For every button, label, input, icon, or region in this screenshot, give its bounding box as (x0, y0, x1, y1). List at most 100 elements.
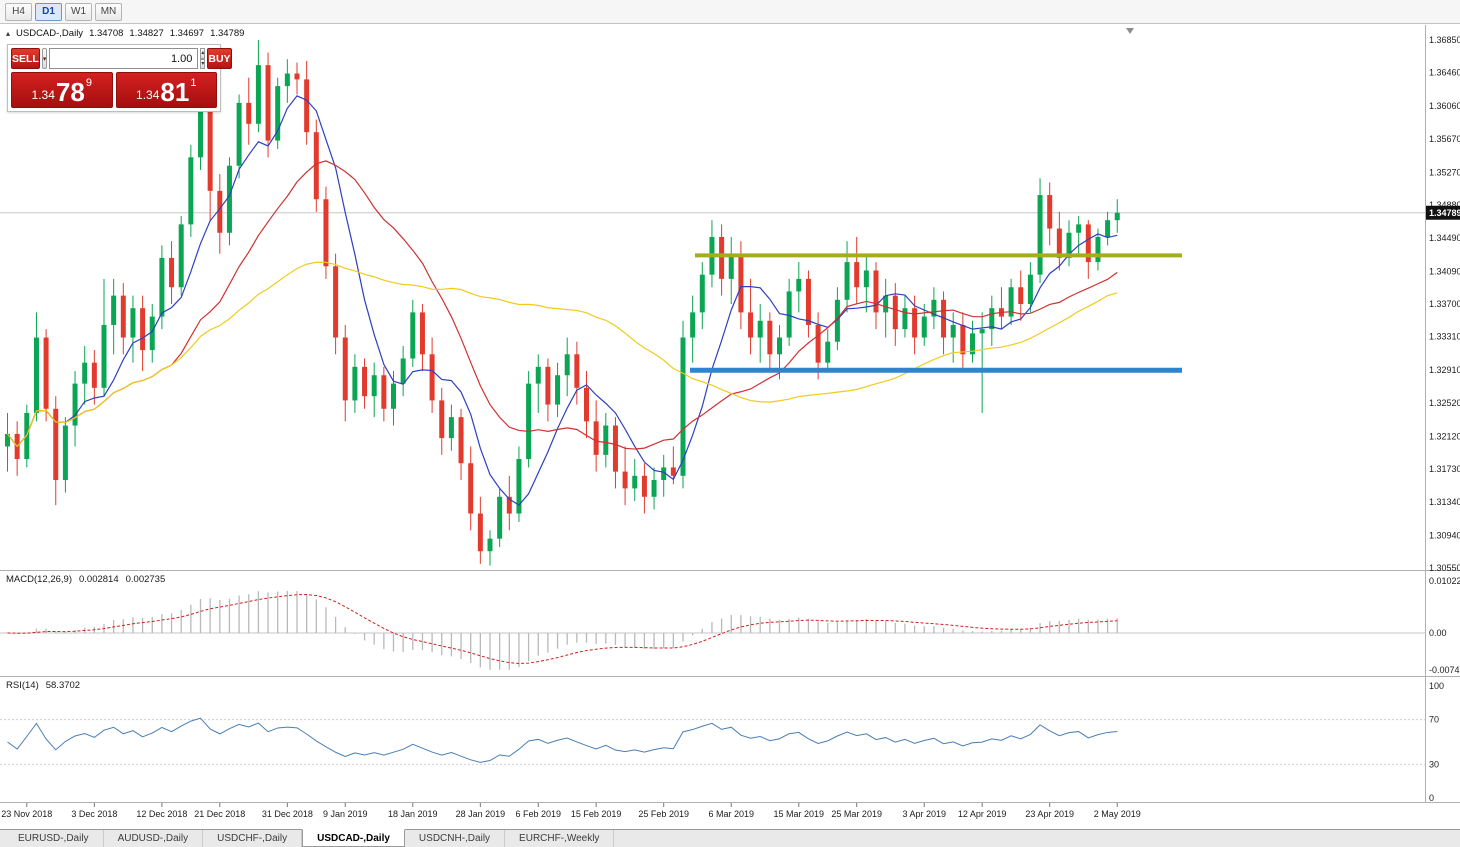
rsi-label: RSI(14) 58.3702 (6, 680, 80, 691)
candle-body (439, 400, 445, 439)
candle-body (641, 475, 647, 497)
macd-axis-label: -0.00747 (1429, 665, 1460, 675)
candle-body (815, 324, 821, 363)
date-label: 18 Jan 2019 (388, 809, 438, 819)
price-tick-label: 1.33310 (1429, 332, 1460, 342)
candle-body (584, 387, 589, 422)
one-click-collapse-icon[interactable]: ▴ (6, 29, 11, 38)
macd-axis[interactable]: 0.010229 0.00 -0.00747 (1429, 576, 1460, 675)
ma-7-line[interactable] (7, 95, 1118, 506)
candle-body (468, 463, 474, 514)
rsi-axis-label: 70 (1429, 715, 1439, 725)
candle-body (728, 253, 734, 279)
candle-body (854, 262, 860, 288)
volume-input[interactable] (49, 48, 199, 69)
sell-price-pips: 78 (55, 77, 85, 107)
price-tick-label: 1.36060 (1429, 101, 1460, 111)
candle-body (149, 316, 155, 351)
tab-usdchf-daily[interactable]: USDCHF-,Daily (203, 830, 303, 847)
volume-dropdown-button[interactable]: ▾ (41, 48, 48, 69)
open-value: 1.34708 (89, 28, 124, 39)
one-click-prices-row: 1.34 78 9 1.34 81 1 (11, 72, 217, 108)
buy-price-display[interactable]: 1.34 81 1 (115, 72, 217, 108)
candle-body (555, 375, 561, 405)
candle-body (699, 274, 705, 313)
volume-decrease-icon[interactable]: ▾ (200, 58, 206, 69)
candle-body (43, 337, 49, 409)
candle-body (1076, 224, 1082, 233)
timeframe-w1-button[interactable]: W1 (65, 2, 92, 21)
candle-body (661, 467, 667, 481)
candle-body (777, 337, 782, 355)
candle-body (294, 73, 300, 80)
tab-eurusd-daily[interactable]: EURUSD-,Daily (4, 830, 104, 847)
tab-eurchf-weekly[interactable]: EURCHF-,Weekly (505, 830, 615, 847)
candle-body (477, 513, 483, 552)
candle-body (352, 366, 358, 401)
low-value: 1.34697 (169, 28, 205, 39)
current-price-badge (1426, 205, 1460, 220)
macd-axis-label: 0.010229 (1429, 576, 1460, 586)
candle-body (217, 190, 223, 233)
candle-body (429, 354, 435, 401)
candle-body (883, 295, 889, 313)
macd-histogram (16, 590, 1118, 670)
macd-signal-value: 0.002735 (125, 574, 166, 585)
candle-body (410, 312, 416, 359)
price-axis[interactable]: 1.36850 1.36460 1.36060 1.35670 1.35270 1.348… (1426, 35, 1460, 573)
timeframe-h4-button[interactable]: H4 (5, 2, 32, 21)
ma-45-line[interactable] (7, 261, 1118, 448)
candle-body (333, 266, 339, 338)
timeframe-mn-button[interactable]: MN (95, 2, 122, 21)
candle-body (53, 408, 59, 481)
date-label: 21 Dec 2018 (194, 809, 245, 819)
candle-body (979, 329, 985, 334)
candle-body (632, 475, 638, 489)
price-tick-label: 1.30940 (1429, 530, 1460, 540)
macd-axis-label: 0.00 (1429, 628, 1447, 638)
tab-audusd-daily[interactable]: AUDUSD-,Daily (104, 830, 204, 847)
candle-body (805, 278, 811, 325)
rsi-axis[interactable]: 100 70 30 0 (1429, 681, 1444, 803)
date-label: 31 Dec 2018 (262, 809, 313, 819)
date-label: 9 Jan 2019 (323, 809, 368, 819)
ma-18-line[interactable] (7, 160, 1118, 450)
chart-tab-bar: EURUSD-,Daily AUDUSD-,Daily USDCHF-,Daily U… (0, 829, 1460, 847)
price-tick-label: 1.36850 (1429, 35, 1460, 45)
rsi-axis-label: 100 (1429, 681, 1444, 691)
candle-body (62, 425, 68, 481)
sell-button[interactable]: SELL (11, 48, 40, 69)
candle-body (91, 362, 97, 388)
candle-body (497, 496, 503, 539)
sell-price-display[interactable]: 1.34 78 9 (11, 72, 113, 108)
candle-body (198, 111, 203, 158)
chart-shift-marker[interactable] (1126, 28, 1134, 34)
date-label: 15 Mar 2019 (774, 809, 825, 819)
candle-body (1095, 236, 1101, 263)
candle-body (1066, 232, 1072, 258)
date-label: 23 Nov 2018 (1, 809, 52, 819)
tab-usdcnh-daily[interactable]: USDCNH-,Daily (405, 830, 506, 847)
volume-increase-icon[interactable]: ▴ (200, 48, 206, 59)
candle-body (82, 362, 88, 384)
candle-body (970, 333, 975, 355)
close-value: 1.34789 (210, 28, 245, 39)
date-label: 23 Apr 2019 (1025, 809, 1074, 819)
candle-body (506, 496, 512, 514)
candle-body (130, 308, 136, 338)
candle-body (931, 299, 937, 317)
time-axis[interactable]: 23 Nov 2018 3 Dec 2018 12 Dec 2018 21 Dec 2… (1, 803, 1141, 819)
tab-usdcad-daily[interactable]: USDCAD-,Daily (302, 829, 405, 847)
candle-body (362, 366, 368, 397)
candle-body (1056, 228, 1062, 258)
volume-stepper[interactable]: ▴ ▾ (200, 48, 206, 69)
candle-body (748, 312, 754, 338)
candle-body (178, 224, 184, 288)
timeframe-d1-button[interactable]: D1 (35, 2, 62, 21)
buy-button[interactable]: BUY (207, 48, 232, 69)
candle-body (941, 299, 947, 338)
candle-body (902, 308, 908, 330)
candle-body (516, 459, 522, 514)
date-label: 25 Mar 2019 (831, 809, 882, 819)
